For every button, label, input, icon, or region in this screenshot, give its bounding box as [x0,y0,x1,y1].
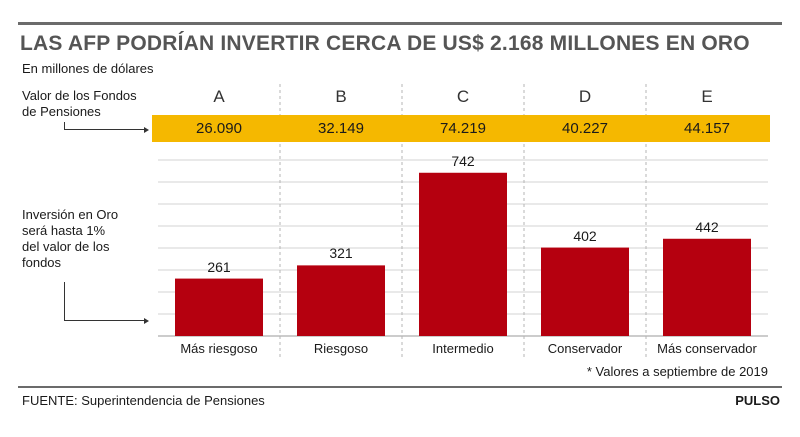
fund-letter: D [578,87,592,106]
fund-value: 74.219 [440,120,486,137]
fondos-label-line-2: de Pensiones [22,104,101,119]
oro-label: Inversión en Oro será hasta 1% del valor… [22,207,162,271]
category-label: Intermedio [432,341,494,356]
bar-value-label: 442 [695,218,719,235]
fund-value: 40.227 [562,120,608,137]
bar [175,278,263,336]
source-credit: FUENTE: Superintendencia de Pensiones [22,393,265,408]
fund-letter: E [701,87,713,106]
category-label: Conservador [547,341,623,356]
oro-label-line-3: del valor de los [22,239,110,254]
fund-value: 44.157 [684,120,730,137]
fondos-label: Valor de los Fondos de Pensiones [22,88,172,120]
oro-label-line-2: será hasta 1% [22,223,106,238]
bar-value-label: 742 [451,152,475,169]
footnote: * Valores a septiembre de 2019 [586,364,768,379]
bottom-rule [18,386,782,388]
fondos-label-line-1: Valor de los Fondos [22,88,137,103]
brand-logo: PULSO [735,393,780,408]
bar [419,172,507,336]
category-label: Más conservador [657,341,757,356]
bar [663,238,751,336]
category-label: Más riesgoso [180,341,258,356]
oro-label-line-4: fondos [22,255,62,270]
fund-letter: C [456,87,470,106]
chart-title: LAS AFP PODRÍAN INVERTIR CERCA DE US$ 2.… [20,32,750,55]
bar [541,247,629,336]
top-rule [18,22,782,25]
fund-letter: A [213,87,225,106]
fund-letter: B [335,87,347,106]
oro-label-line-1: Inversión en Oro [22,207,119,222]
bar-value-label: 261 [207,258,231,275]
chart-subtitle: En millones de dólares [22,61,154,76]
bar-value-label: 402 [573,227,597,244]
bar [297,265,385,336]
bar-value-label: 321 [329,245,353,262]
fund-value: 26.090 [196,120,242,137]
oro-bracket-arrow [64,282,149,324]
fondos-bracket-arrow [64,122,149,133]
fund-value-band [152,115,770,142]
category-label: Riesgoso [313,341,369,356]
fund-value: 32.149 [318,120,364,137]
